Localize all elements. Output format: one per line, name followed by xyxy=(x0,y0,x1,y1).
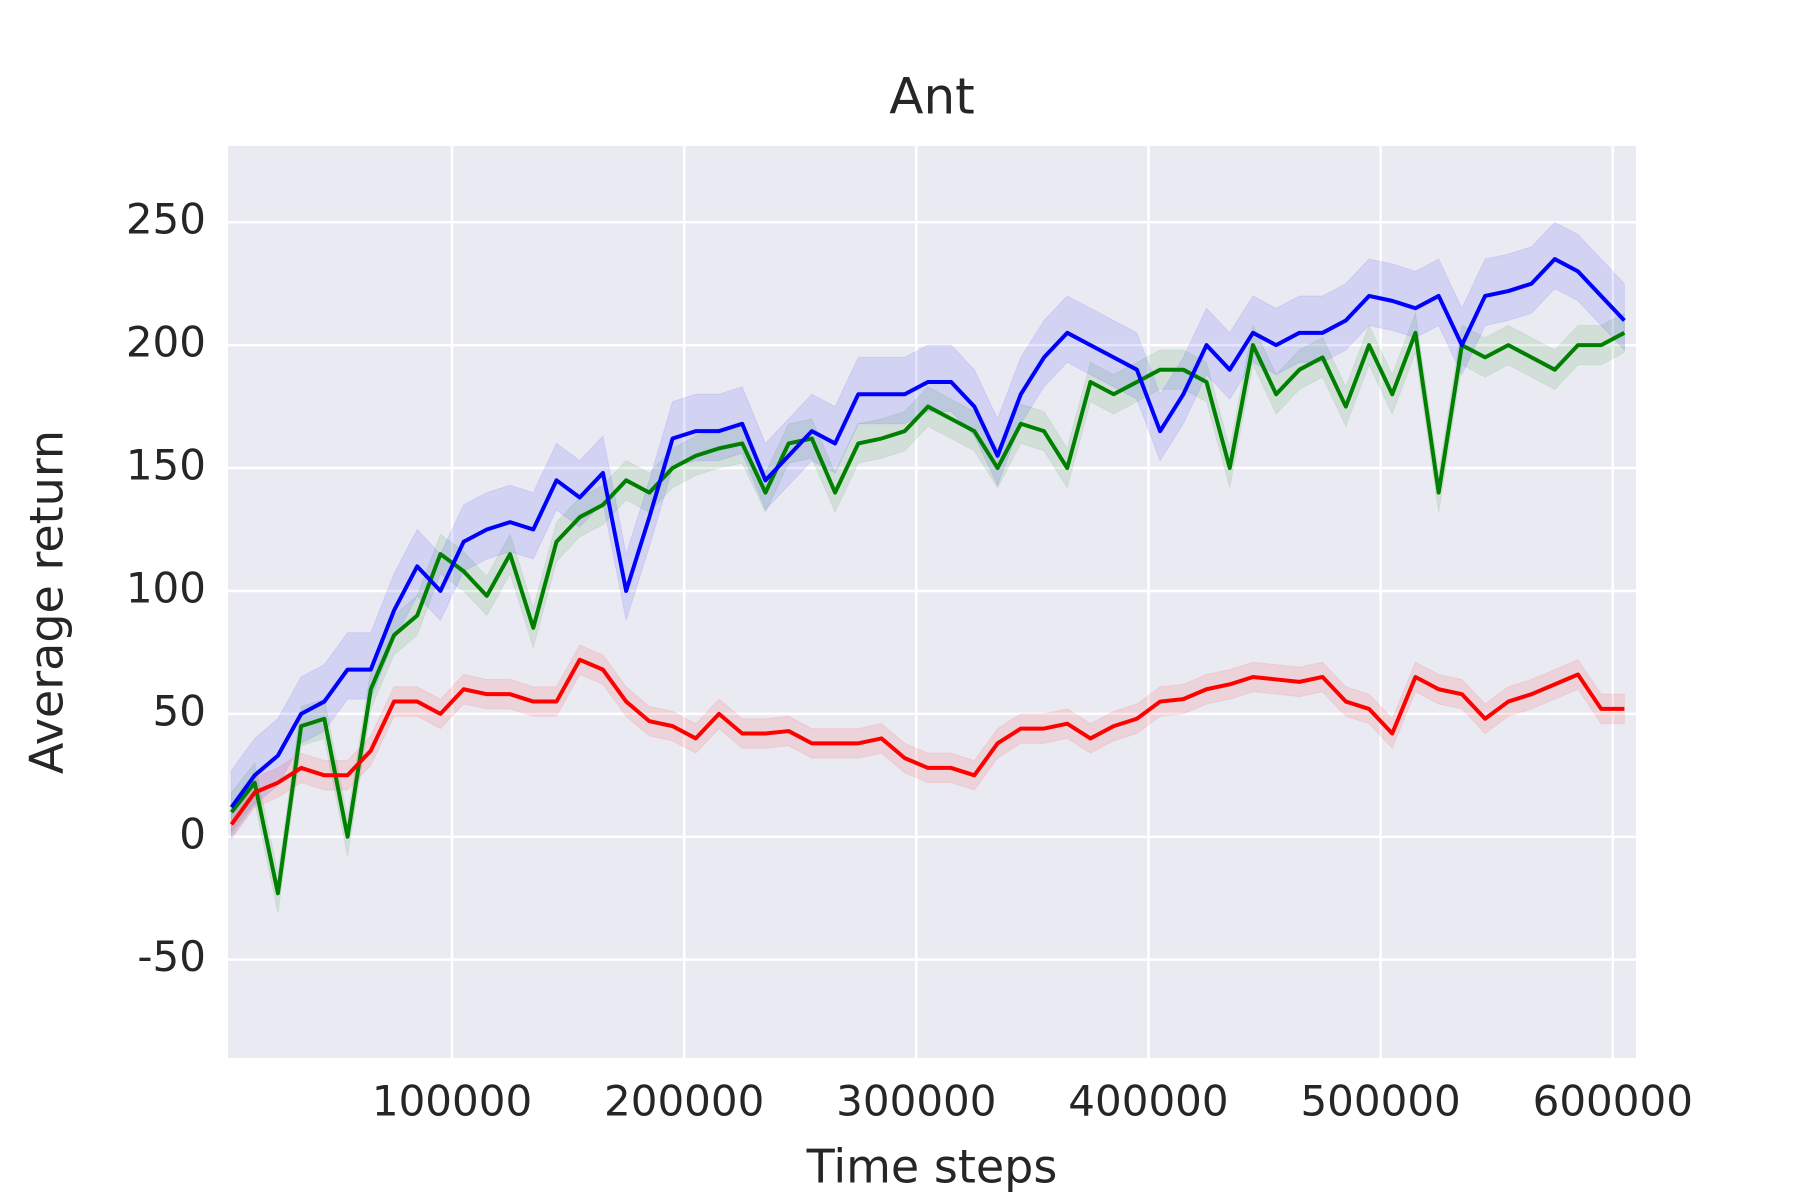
line xyxy=(229,330,1626,896)
x-tick-label: 600000 xyxy=(1533,1077,1693,1126)
y-tick-label: 250 xyxy=(126,195,206,244)
x-tick-label: 300000 xyxy=(836,1077,996,1126)
x-tick-label: 500000 xyxy=(1300,1077,1460,1126)
plot-area xyxy=(229,221,1626,914)
y-tick-label: 100 xyxy=(126,563,206,612)
band xyxy=(230,644,1625,841)
y-tick-label: 50 xyxy=(153,686,206,735)
line xyxy=(229,257,1626,809)
chart-title: Ant xyxy=(889,68,975,126)
y-tick-label: -50 xyxy=(137,932,206,981)
y-tick-label: 150 xyxy=(126,441,206,490)
plot-background xyxy=(228,146,1636,1058)
band xyxy=(230,311,1625,914)
x-tick-label: 200000 xyxy=(604,1077,764,1126)
x-tick-label: 400000 xyxy=(1068,1077,1228,1126)
y-axis-label: Average return xyxy=(20,430,74,774)
x-axis-label: Time steps xyxy=(806,1140,1058,1194)
line xyxy=(229,657,1625,826)
y-tick-label: 200 xyxy=(126,318,206,367)
x-tick-label: 100000 xyxy=(372,1077,532,1126)
y-tick-label: 0 xyxy=(179,809,206,858)
